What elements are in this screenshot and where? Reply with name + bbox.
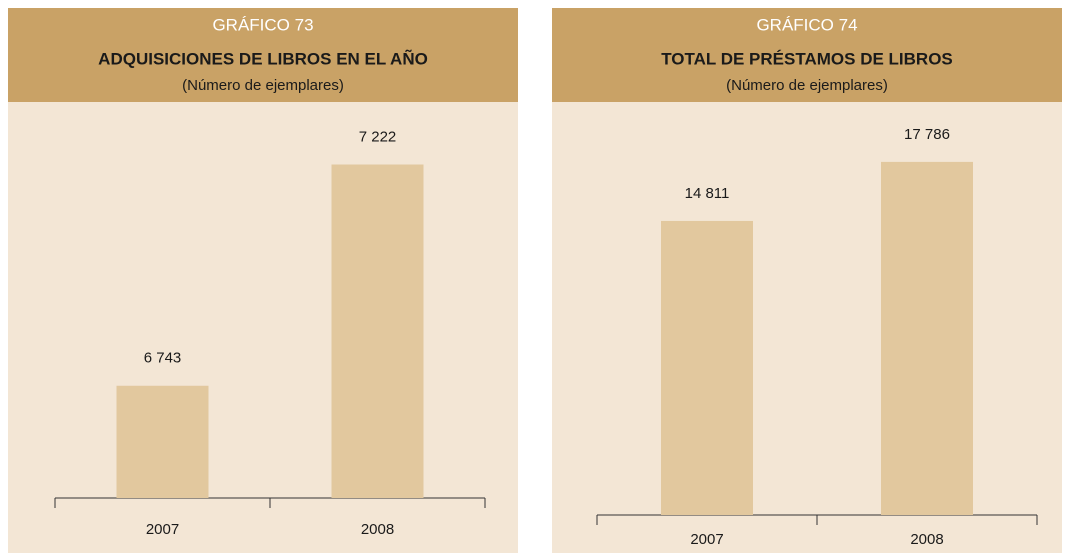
value-label: 6 743 bbox=[144, 350, 182, 367]
chart-number: GRÁFICO 74 bbox=[756, 15, 857, 34]
x-tick-label: 2008 bbox=[361, 521, 394, 538]
x-tick-label: 2008 bbox=[910, 531, 943, 548]
value-label: 14 811 bbox=[685, 185, 730, 202]
chart-number: GRÁFICO 73 bbox=[212, 15, 313, 34]
panel-header bbox=[8, 8, 518, 102]
bar bbox=[881, 161, 973, 516]
chart-subtitle: (Número de ejemplares) bbox=[726, 77, 888, 94]
chart-subtitle: (Número de ejemplares) bbox=[182, 77, 344, 94]
x-tick-label: 2007 bbox=[146, 521, 179, 538]
bar bbox=[661, 220, 753, 516]
chart-title: ADQUISICIONES DE LIBROS EN EL AÑO bbox=[98, 48, 428, 68]
x-tick-label: 2007 bbox=[690, 531, 723, 548]
chart-title: TOTAL DE PRÉSTAMOS DE LIBROS bbox=[661, 49, 953, 68]
bar bbox=[331, 164, 424, 498]
panel-header bbox=[552, 8, 1062, 102]
bar bbox=[116, 385, 209, 498]
value-label: 7 222 bbox=[359, 128, 397, 145]
value-label: 17 786 bbox=[904, 126, 950, 143]
